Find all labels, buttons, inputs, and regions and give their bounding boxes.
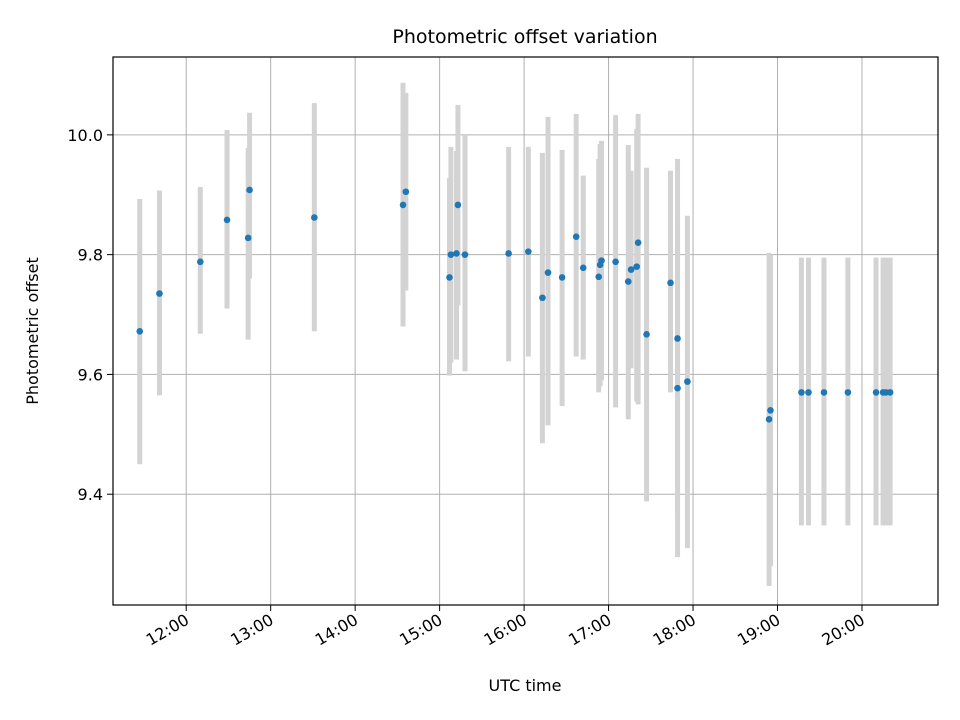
data-point: [246, 186, 253, 194]
data-point: [136, 327, 144, 335]
data-point: [624, 278, 632, 285]
data-point: [634, 239, 642, 246]
data-point: [453, 250, 460, 257]
data-point: [612, 258, 619, 266]
data-point: [461, 251, 469, 258]
data-points: [136, 186, 894, 423]
data-point: [886, 389, 894, 396]
data-point: [539, 294, 546, 302]
data-point: [643, 330, 650, 338]
data-point: [844, 389, 852, 396]
data-point: [223, 216, 231, 224]
data-point: [598, 257, 605, 264]
data-point: [447, 251, 455, 258]
data-point: [196, 258, 204, 266]
data-point: [798, 389, 805, 396]
data-point: [820, 389, 828, 396]
data-point: [667, 279, 674, 287]
data-point: [402, 188, 410, 196]
data-point: [525, 248, 532, 255]
data-point: [454, 201, 462, 209]
y-tick-label: 10.0: [67, 126, 103, 145]
data-point: [572, 233, 580, 240]
data-point: [767, 407, 774, 414]
data-point: [674, 384, 681, 392]
data-point: [595, 273, 603, 281]
data-point: [579, 264, 587, 272]
data-point: [765, 416, 773, 423]
data-point: [633, 263, 641, 270]
data-point: [544, 269, 552, 276]
data-point: [156, 290, 163, 297]
x-axis-title: UTC time: [489, 676, 562, 695]
y-tick-label: 9.4: [78, 485, 103, 504]
data-point: [399, 201, 407, 209]
data-point: [872, 389, 880, 396]
data-point: [805, 389, 812, 396]
data-point: [674, 335, 681, 342]
data-point: [558, 274, 566, 281]
data-point: [505, 250, 512, 257]
chart-title: Photometric offset variation: [392, 26, 657, 48]
data-point: [684, 378, 691, 385]
plot-frame: [112, 56, 939, 606]
data-point: [446, 274, 453, 281]
y-axis-title: Photometric offset: [23, 257, 42, 405]
data-point: [311, 214, 318, 221]
y-tick-label: 9.6: [78, 365, 103, 384]
data-point: [244, 234, 252, 242]
y-tick-label: 9.8: [78, 246, 103, 265]
data-point: [627, 266, 635, 273]
